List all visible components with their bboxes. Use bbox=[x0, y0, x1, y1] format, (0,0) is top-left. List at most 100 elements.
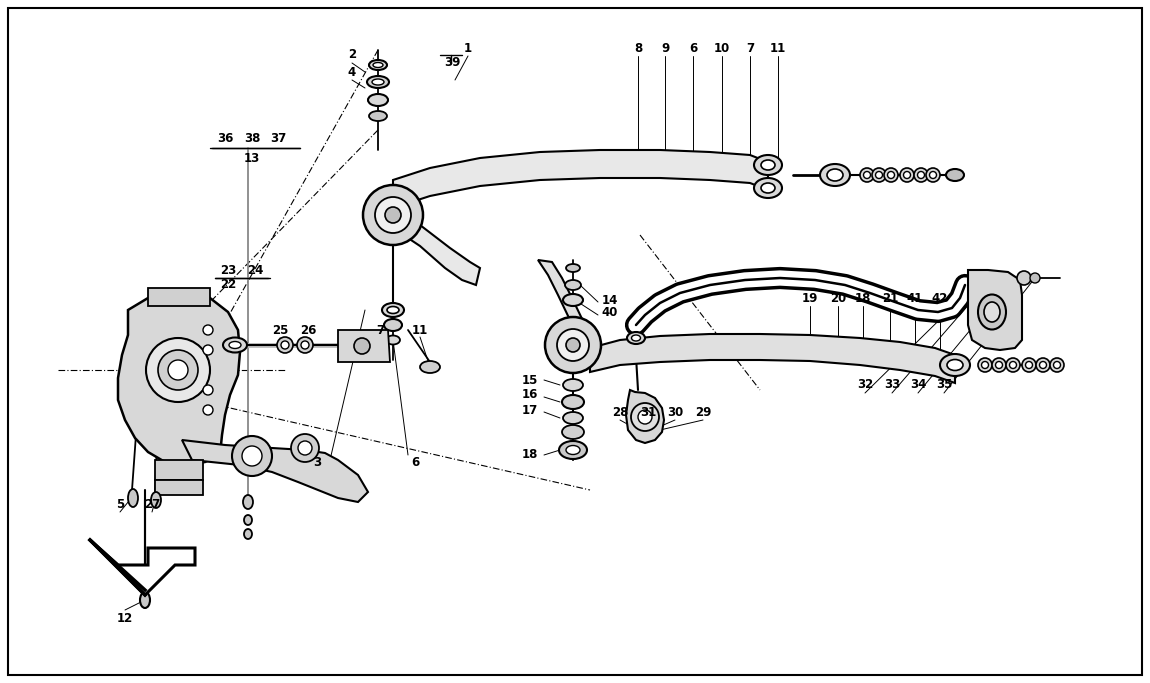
Circle shape bbox=[354, 338, 370, 354]
Text: 18: 18 bbox=[522, 449, 538, 462]
Text: 16: 16 bbox=[522, 389, 538, 402]
Text: 39: 39 bbox=[444, 55, 460, 68]
Text: 11: 11 bbox=[769, 42, 787, 55]
Polygon shape bbox=[182, 440, 368, 502]
Text: 9: 9 bbox=[661, 42, 669, 55]
Circle shape bbox=[1017, 271, 1032, 285]
Circle shape bbox=[864, 171, 871, 178]
Bar bbox=[155, 460, 204, 480]
Circle shape bbox=[914, 168, 928, 182]
Circle shape bbox=[557, 329, 589, 361]
Ellipse shape bbox=[946, 169, 964, 181]
Circle shape bbox=[860, 168, 874, 182]
Ellipse shape bbox=[820, 164, 850, 186]
Circle shape bbox=[1036, 358, 1050, 372]
Ellipse shape bbox=[223, 337, 247, 352]
Text: 10: 10 bbox=[714, 42, 730, 55]
Text: 24: 24 bbox=[247, 264, 263, 277]
Circle shape bbox=[638, 410, 652, 424]
Ellipse shape bbox=[761, 183, 775, 193]
Polygon shape bbox=[968, 270, 1022, 350]
Text: 42: 42 bbox=[932, 292, 949, 305]
Circle shape bbox=[204, 385, 213, 395]
Text: 25: 25 bbox=[271, 324, 289, 337]
Polygon shape bbox=[118, 292, 240, 465]
Text: 17: 17 bbox=[522, 404, 538, 417]
Ellipse shape bbox=[566, 445, 580, 454]
Text: 32: 32 bbox=[857, 378, 873, 391]
Ellipse shape bbox=[371, 79, 384, 85]
Ellipse shape bbox=[940, 354, 969, 376]
Circle shape bbox=[242, 446, 262, 466]
Text: 7: 7 bbox=[746, 42, 754, 55]
Ellipse shape bbox=[631, 335, 641, 341]
Text: 26: 26 bbox=[300, 324, 316, 337]
Ellipse shape bbox=[627, 332, 645, 344]
Circle shape bbox=[158, 350, 198, 390]
Circle shape bbox=[297, 337, 313, 353]
Text: 18: 18 bbox=[854, 292, 872, 305]
Circle shape bbox=[1053, 361, 1060, 369]
Circle shape bbox=[204, 325, 213, 335]
Ellipse shape bbox=[559, 441, 586, 459]
Circle shape bbox=[298, 441, 312, 455]
Text: 8: 8 bbox=[634, 42, 642, 55]
Circle shape bbox=[204, 405, 213, 415]
Circle shape bbox=[872, 168, 886, 182]
Circle shape bbox=[978, 358, 992, 372]
Circle shape bbox=[888, 171, 895, 178]
Circle shape bbox=[1030, 273, 1040, 283]
Circle shape bbox=[363, 185, 423, 245]
Text: 36: 36 bbox=[217, 132, 233, 145]
Ellipse shape bbox=[373, 63, 383, 68]
Ellipse shape bbox=[566, 264, 580, 272]
Ellipse shape bbox=[229, 342, 242, 348]
Text: 35: 35 bbox=[936, 378, 952, 391]
Text: 30: 30 bbox=[667, 406, 683, 419]
Circle shape bbox=[900, 168, 914, 182]
Polygon shape bbox=[338, 330, 390, 362]
Ellipse shape bbox=[754, 155, 782, 175]
Circle shape bbox=[1006, 358, 1020, 372]
Ellipse shape bbox=[151, 492, 161, 508]
Text: 38: 38 bbox=[244, 132, 260, 145]
Circle shape bbox=[146, 338, 210, 402]
Circle shape bbox=[875, 171, 882, 178]
Circle shape bbox=[926, 168, 940, 182]
Text: 33: 33 bbox=[884, 378, 900, 391]
Circle shape bbox=[992, 358, 1006, 372]
Text: 37: 37 bbox=[270, 132, 286, 145]
Circle shape bbox=[1050, 358, 1064, 372]
Ellipse shape bbox=[754, 178, 782, 198]
Ellipse shape bbox=[140, 592, 150, 608]
Ellipse shape bbox=[564, 294, 583, 306]
Text: 21: 21 bbox=[882, 292, 898, 305]
Ellipse shape bbox=[565, 280, 581, 290]
Ellipse shape bbox=[355, 341, 369, 350]
Ellipse shape bbox=[388, 307, 399, 313]
Polygon shape bbox=[590, 334, 954, 383]
Ellipse shape bbox=[562, 395, 584, 409]
Ellipse shape bbox=[348, 336, 376, 354]
Circle shape bbox=[996, 361, 1003, 369]
Text: 19: 19 bbox=[802, 292, 818, 305]
Text: 11: 11 bbox=[412, 324, 428, 337]
Ellipse shape bbox=[384, 319, 402, 331]
Circle shape bbox=[1026, 361, 1033, 369]
Polygon shape bbox=[538, 260, 595, 355]
Ellipse shape bbox=[564, 412, 583, 424]
Ellipse shape bbox=[243, 495, 253, 509]
Circle shape bbox=[291, 434, 319, 462]
Text: 34: 34 bbox=[910, 378, 926, 391]
Bar bbox=[155, 480, 204, 495]
Ellipse shape bbox=[978, 294, 1006, 329]
Polygon shape bbox=[90, 540, 196, 595]
Ellipse shape bbox=[128, 489, 138, 507]
Text: 20: 20 bbox=[830, 292, 846, 305]
Ellipse shape bbox=[761, 160, 775, 170]
Text: 4: 4 bbox=[347, 66, 356, 79]
Ellipse shape bbox=[367, 76, 389, 88]
Text: 41: 41 bbox=[907, 292, 923, 305]
Ellipse shape bbox=[244, 529, 252, 539]
Circle shape bbox=[375, 197, 411, 233]
